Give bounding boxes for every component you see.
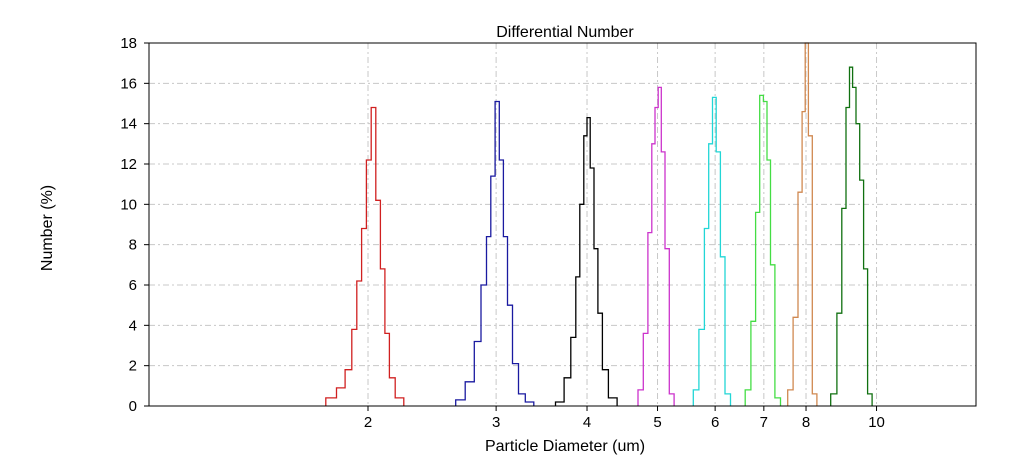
x-tick-label: 4 — [583, 414, 591, 431]
y-tick-label: 12 — [120, 156, 137, 173]
y-tick-label: 8 — [129, 237, 137, 254]
series-6-line — [744, 94, 782, 406]
y-axis-label: Number (%) — [39, 185, 56, 271]
x-tick-label: 10 — [868, 414, 885, 431]
series-layer — [325, 42, 873, 406]
x-ticks: 2 3 4 5 6 7 8 10 — [364, 406, 885, 431]
series-7-line — [787, 42, 818, 406]
y-tick-label: 4 — [129, 317, 137, 334]
series-5-line — [692, 96, 732, 406]
x-tick-label: 2 — [364, 414, 372, 431]
y-tick-label: 2 — [129, 358, 137, 375]
grid — [149, 42, 976, 406]
y-tick-label: 0 — [129, 398, 137, 415]
x-tick-label: 3 — [492, 414, 500, 431]
y-tick-label: 18 — [120, 35, 137, 52]
y-tick-label: 6 — [129, 277, 137, 294]
series-8-line — [830, 66, 873, 406]
series-4-line — [637, 86, 675, 406]
series-3-line — [554, 116, 618, 406]
series-2-line — [455, 100, 535, 406]
x-tick-label: 6 — [711, 414, 719, 431]
y-tick-label: 16 — [120, 75, 137, 92]
series-1-line — [325, 106, 405, 406]
plot-frame — [148, 42, 977, 407]
y-tick-label: 14 — [120, 116, 137, 133]
chart-title: Differential Number — [496, 24, 634, 41]
x-tick-label: 5 — [653, 414, 661, 431]
x-axis-label: Particle Diameter (um) — [485, 438, 645, 455]
y-tick-label: 10 — [120, 196, 137, 213]
x-tick-label: 8 — [802, 414, 810, 431]
y-ticks: 0 2 4 6 8 10 12 14 16 18 — [120, 35, 149, 415]
x-tick-label: 7 — [760, 414, 768, 431]
